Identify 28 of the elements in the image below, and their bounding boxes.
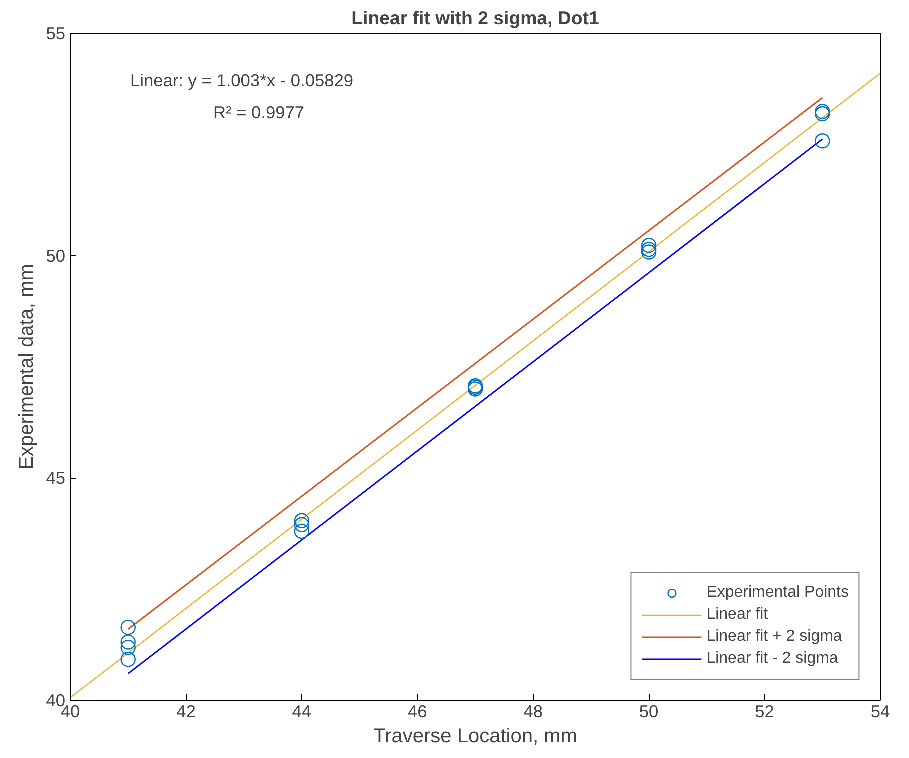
y-tick-label: 50: [46, 246, 66, 266]
y-axis-title: Experimental data, mm: [16, 264, 38, 470]
x-tick-label: 50: [639, 702, 659, 722]
legend-label: Linear fit + 2 sigma: [706, 628, 842, 646]
legend-label: Experimental Points: [706, 584, 849, 602]
legend-label: Linear fit - 2 sigma: [706, 650, 838, 668]
legend-label: Linear fit: [706, 606, 768, 624]
x-tick-label: 52: [755, 702, 774, 722]
point: [120, 634, 136, 650]
x-tick-label: 46: [408, 702, 428, 722]
point: [294, 517, 310, 532]
y-tick-label: 45: [46, 468, 66, 488]
x-axis-title: Traverse Location, mm: [374, 726, 578, 748]
point: [641, 238, 657, 254]
annotation: Linear: y = 1.003*x - 0.05829: [130, 70, 354, 90]
annotation: R² = 0.9977: [214, 102, 305, 122]
x-tick-label: 54: [870, 702, 890, 722]
point: [815, 134, 830, 149]
chart-title: Linear fit with 2 sigma, Dot1: [352, 8, 600, 28]
x-tick-label: 44: [292, 702, 312, 722]
point: [294, 513, 310, 528]
point: [120, 640, 136, 656]
point: [120, 652, 136, 668]
x-tick-label: 42: [176, 702, 196, 722]
point: [120, 620, 136, 636]
x-tick-label: 48: [524, 702, 543, 722]
point: [294, 524, 310, 540]
y-tick-label: 55: [46, 24, 66, 44]
